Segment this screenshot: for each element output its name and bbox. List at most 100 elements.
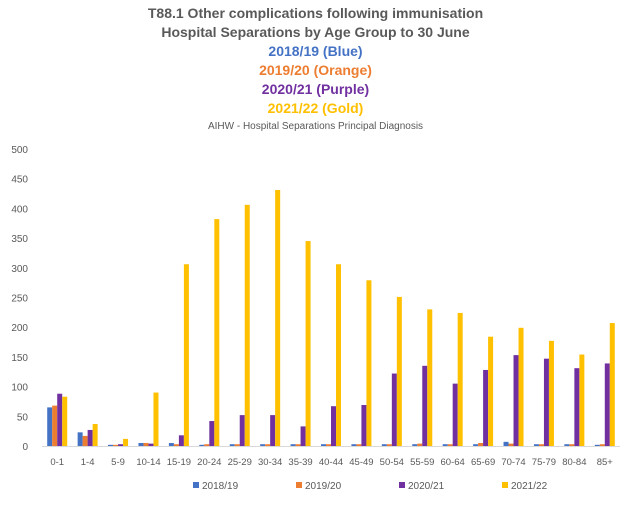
- y-tick-label: 500: [11, 145, 28, 156]
- bar-2019-20-75-79: [538, 444, 544, 446]
- bar-2020-21-1-4: [87, 429, 93, 446]
- period-line-2020-21: 2020/21 (Purple): [261, 81, 370, 97]
- bar-2018-19-50-54: [381, 444, 387, 446]
- bar-2018-19-55-59: [412, 444, 418, 446]
- x-tick-label: 5-9: [111, 457, 125, 468]
- x-tick-label: 80-84: [562, 457, 586, 468]
- bar-2019-20-80-84: [569, 444, 575, 446]
- legend-label: 2021/22: [511, 481, 548, 492]
- bar-2019-20-65-69: [478, 443, 484, 446]
- bar-2021-22-0-1: [62, 396, 68, 446]
- period-line-2019-20: 2019/20 (Orange): [259, 62, 372, 78]
- period-line-2018-19: 2018/19 (Blue): [268, 43, 363, 59]
- y-tick-label: 350: [11, 234, 28, 245]
- bar-2021-22-80-84: [579, 354, 585, 446]
- bar-2020-21-30-34: [270, 415, 276, 446]
- bar-2020-21-0-1: [57, 393, 63, 446]
- bar-2021-22-70-74: [518, 327, 524, 446]
- x-axis: 0-1 1-4 5-9 10-14 15-19 20-24 25-29 30-34 35-39 4…: [42, 446, 620, 468]
- x-tick-label: 0-1: [50, 457, 64, 468]
- bar-2018-19-70-74: [503, 441, 509, 446]
- x-tick-label: 55-59: [410, 457, 434, 468]
- bar-2018-19-20-24: [199, 444, 205, 446]
- bar-2018-19-0-1: [47, 407, 53, 446]
- bar-2019-20-15-19: [173, 444, 179, 446]
- bar-2020-21-45-49: [361, 405, 367, 446]
- bar-2020-21-80-84: [574, 368, 580, 446]
- bar-2018-19-25-29: [229, 444, 235, 446]
- bar-2018-19-10-14: [138, 443, 144, 446]
- bar-2018-19-45-49: [351, 444, 357, 446]
- y-axis: 0 50 100 150 200 250 300 350 400 450 500: [11, 145, 28, 453]
- bar-2021-22-65-69: [488, 336, 494, 446]
- bar-2018-19-35-39: [290, 444, 296, 446]
- y-tick-label: 0: [22, 442, 28, 453]
- bar-2021-22-55-59: [427, 309, 433, 446]
- x-tick-label: 45-49: [349, 457, 373, 468]
- y-tick-label: 100: [11, 383, 28, 394]
- bar-2020-21-55-59: [422, 365, 428, 446]
- bar-2020-21-65-69: [483, 369, 489, 446]
- bar-2021-22-60-64: [457, 312, 463, 446]
- bar-2019-20-50-54: [386, 444, 392, 446]
- chart-subtitle: Hospital Separations by Age Group to 30 …: [161, 24, 470, 40]
- period-line-2021-22: 2021/22 (Gold): [267, 100, 364, 116]
- bar-2021-22-40-44: [336, 264, 341, 446]
- bar-2018-19-5-9: [108, 444, 114, 446]
- bar-2019-20-20-24: [204, 444, 210, 446]
- legend-swatch: [399, 482, 405, 488]
- bar-2020-21-70-74: [513, 355, 519, 446]
- bar-2019-20-60-64: [447, 444, 453, 446]
- legend-swatch: [193, 482, 199, 488]
- x-tick-label: 85+: [597, 457, 614, 468]
- x-tick-label: 30-34: [258, 457, 282, 468]
- x-tick-label: 65-69: [471, 457, 495, 468]
- bar-2020-21-40-44: [331, 406, 336, 446]
- bar-2020-21-15-19: [178, 435, 184, 446]
- y-tick-label: 150: [11, 353, 28, 364]
- bar-2021-22-10-14: [153, 392, 159, 446]
- bar-2021-22-25-29: [244, 204, 250, 446]
- bar-2018-19-65-69: [473, 444, 479, 446]
- x-tick-label: 75-79: [532, 457, 556, 468]
- bar-2021-22-50-54: [396, 296, 402, 446]
- source-note: AIHW - Hospital Separations Principal Di…: [207, 121, 424, 132]
- bar-2021-22-15-19: [183, 264, 189, 446]
- bar-2020-21-20-24: [209, 421, 215, 446]
- x-tick-label: 25-29: [228, 457, 252, 468]
- chart-title: T88.1 Other complications following immu…: [147, 5, 484, 21]
- bar-2019-20-40-44: [326, 444, 331, 446]
- y-tick-label: 250: [11, 294, 28, 305]
- legend-label: 2019/20: [305, 481, 342, 492]
- legend-label: 2020/21: [408, 481, 445, 492]
- legend-swatch: [296, 482, 302, 488]
- bar-2019-20-35-39: [295, 444, 301, 446]
- bar-2021-22-20-24: [214, 219, 220, 446]
- y-tick-label: 200: [11, 323, 28, 334]
- bar-2021-22-75-79: [548, 340, 554, 446]
- bar-2020-21-75-79: [543, 358, 549, 446]
- bar-2021-22-1-4: [92, 424, 98, 446]
- bars: [47, 189, 615, 446]
- bar-2019-20-25-29: [234, 444, 240, 446]
- bar-2018-19-1-4: [77, 432, 83, 446]
- bar-2018-19-30-34: [260, 444, 266, 446]
- bar-2020-21-60-64: [452, 383, 458, 446]
- bar-2018-19-60-64: [442, 444, 448, 446]
- legend-label: 2018/19: [202, 481, 239, 492]
- x-tick-label: 60-64: [441, 457, 465, 468]
- bar-2020-21-10-14: [148, 443, 154, 446]
- y-tick-label: 50: [17, 412, 29, 423]
- bar-2021-22-35-39: [305, 241, 311, 446]
- bar-2019-20-70-74: [508, 443, 514, 446]
- bar-2021-22-5-9: [123, 438, 129, 446]
- x-tick-label: 35-39: [288, 457, 312, 468]
- bar-2020-21-5-9: [118, 444, 124, 446]
- bar-2019-20-85+: [599, 444, 605, 446]
- bar-2020-21-50-54: [391, 373, 397, 446]
- x-tick-label: 10-14: [136, 457, 160, 468]
- bar-2020-21-35-39: [300, 426, 306, 446]
- bar-2019-20-10-14: [143, 443, 149, 446]
- x-tick-label: 50-54: [380, 457, 404, 468]
